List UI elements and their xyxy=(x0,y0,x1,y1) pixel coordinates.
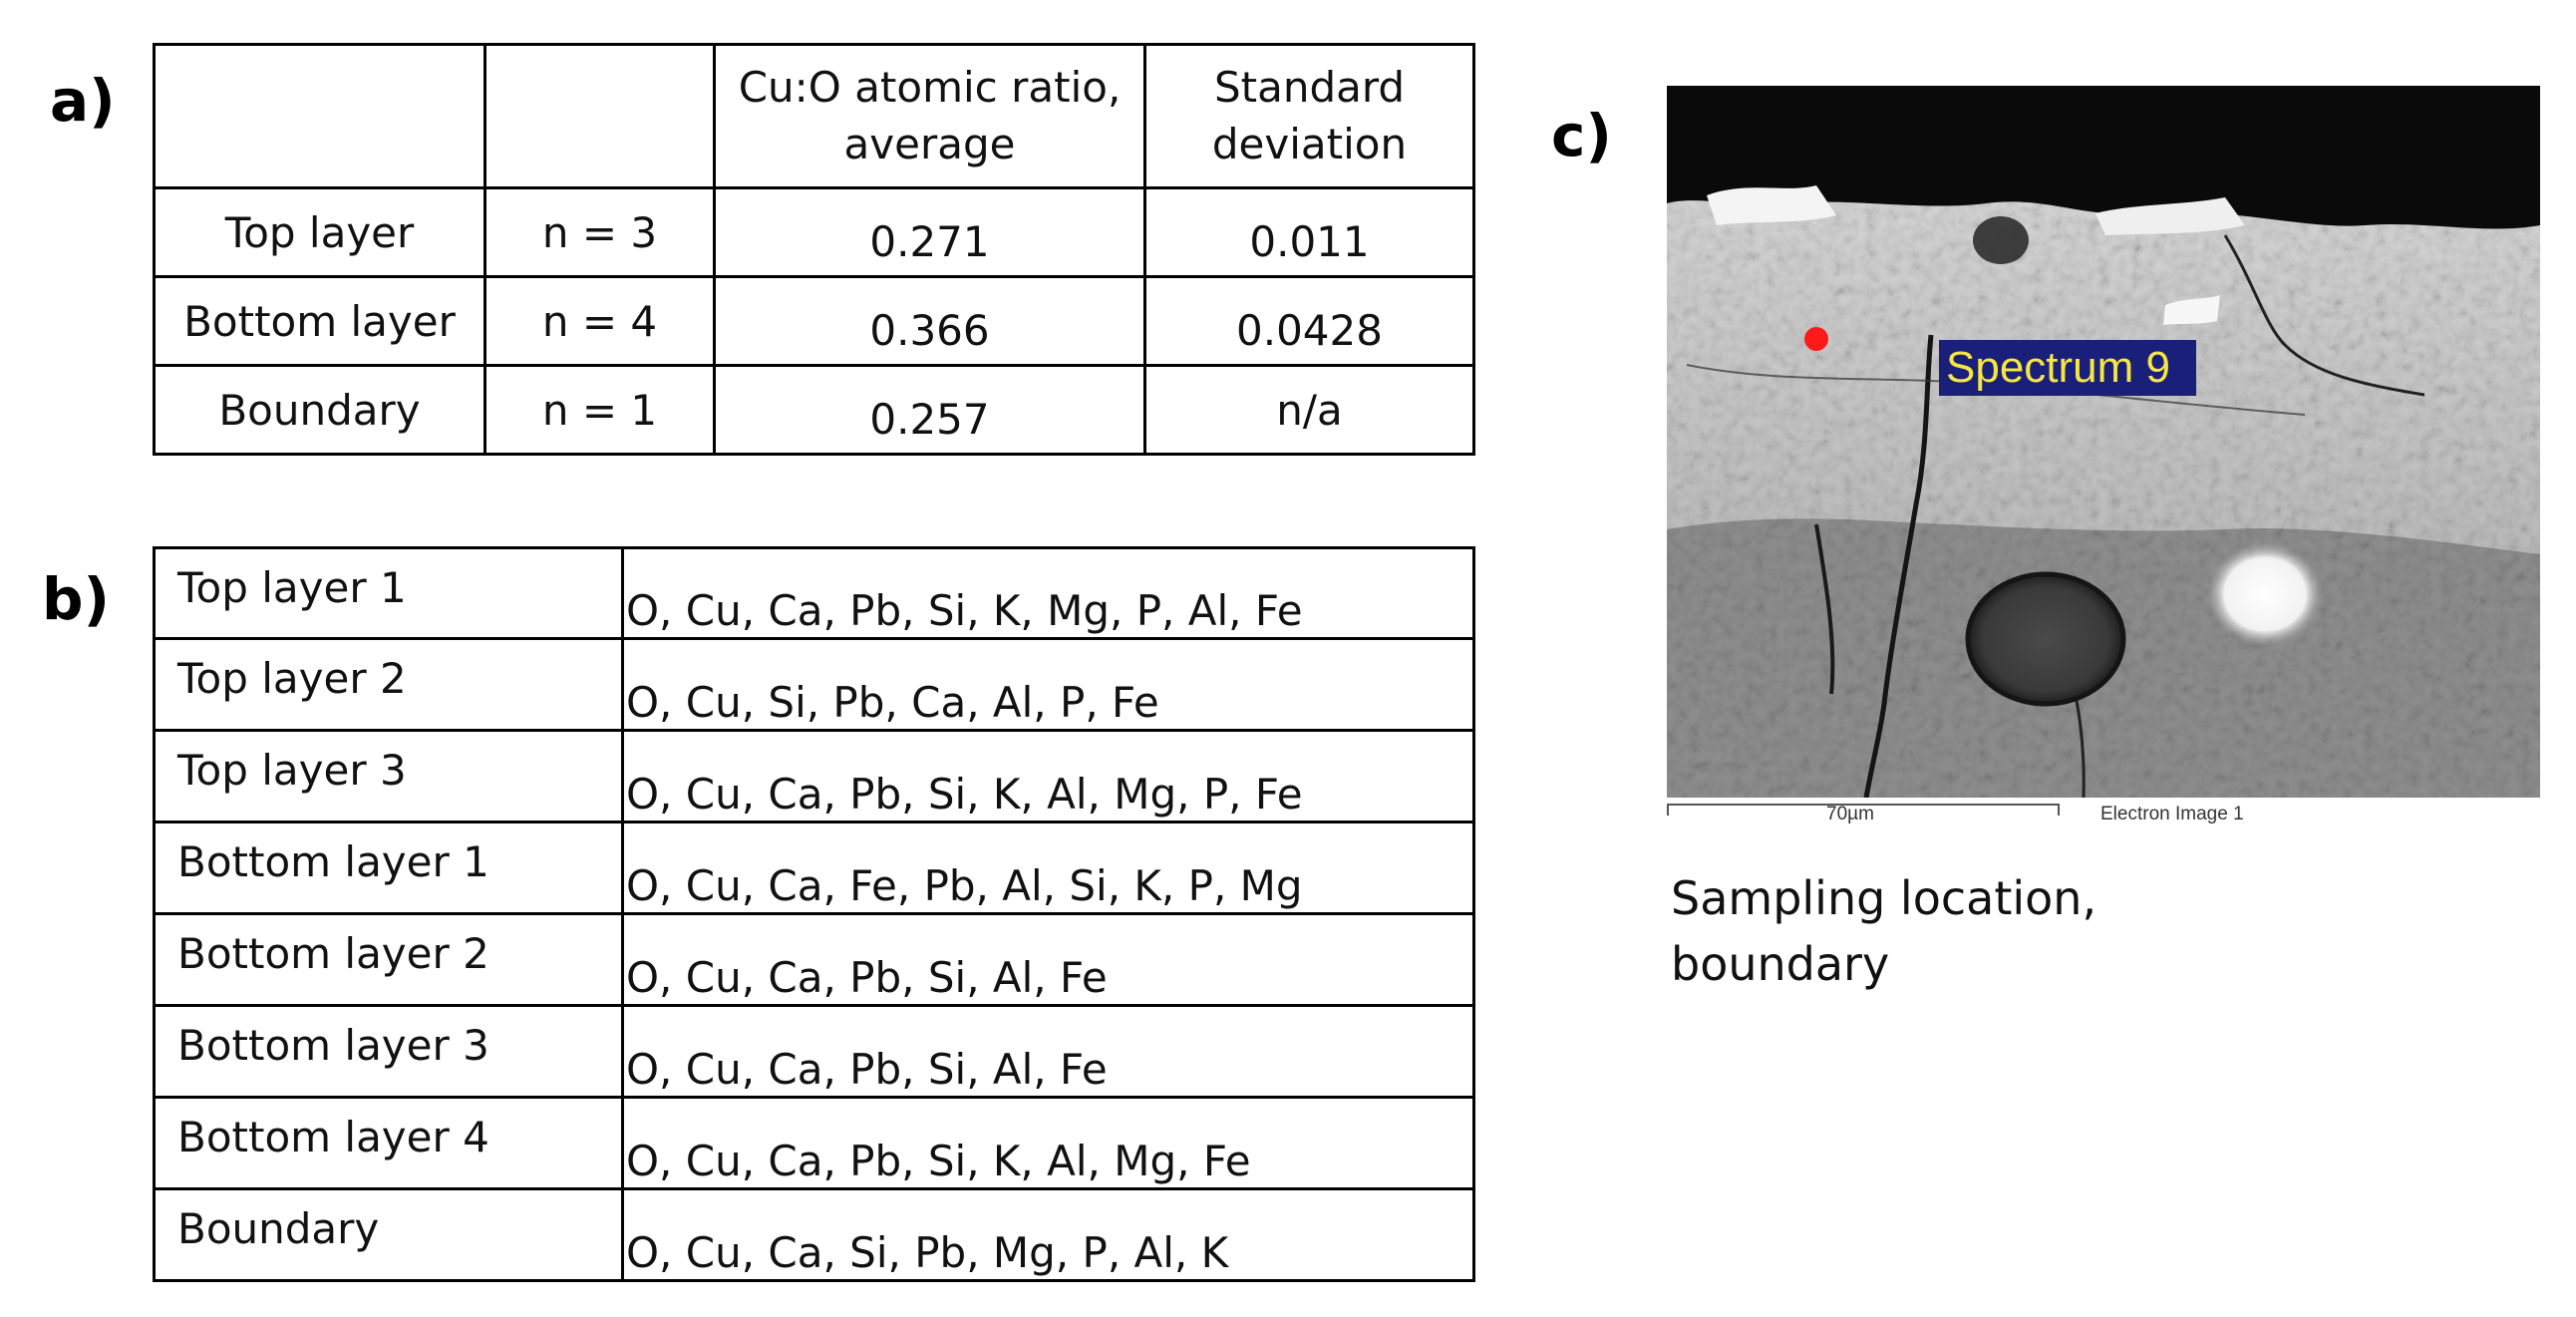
sample-name: Bottom layer 1 xyxy=(153,821,624,915)
row-ratio: 0.366 xyxy=(713,275,1146,367)
scale-bar-label: 70µm xyxy=(1826,804,1874,824)
row-n: n = 1 xyxy=(483,364,716,456)
table-row: Top layer n = 3 0.271 0.011 xyxy=(153,186,1475,278)
row-sd: n/a xyxy=(1143,364,1475,456)
row-ratio: 0.271 xyxy=(713,186,1146,278)
scale-bar xyxy=(1667,804,2060,816)
sample-name: Bottom layer 2 xyxy=(153,912,624,1007)
caption-line-2: boundary xyxy=(1671,937,1890,991)
table-row: Top layer 2 O, Cu, Si, Pb, Ca, Al, P, Fe xyxy=(153,637,1475,732)
spectrum-label: Spectrum 9 xyxy=(1946,343,2170,392)
row-layer: Bottom layer xyxy=(153,275,486,367)
spectrum-marker-icon xyxy=(1804,327,1828,351)
sample-elements: O, Cu, Ca, Pb, Si, K, Al, Mg, Fe xyxy=(621,1096,1475,1190)
elements-table: Top layer 1 O, Cu, Ca, Pb, Si, K, Mg, P,… xyxy=(153,546,1475,1282)
sample-elements: O, Cu, Ca, Fe, Pb, Al, Si, K, P, Mg xyxy=(621,821,1475,915)
sample-elements: O, Cu, Ca, Si, Pb, Mg, P, Al, K xyxy=(621,1187,1475,1282)
spectrum-label-bg xyxy=(1939,340,2196,396)
sample-name: Top layer 3 xyxy=(153,729,624,823)
electron-image-label: Electron Image 1 xyxy=(2100,804,2244,824)
table-a-header-sd: Standard deviation xyxy=(1143,43,1475,189)
table-a-header-row: Cu:O atomic ratio, average Standard devi… xyxy=(153,43,1475,189)
row-layer: Boundary xyxy=(153,364,486,456)
row-sd: 0.0428 xyxy=(1143,275,1475,367)
table-row: Boundary n = 1 0.257 n/a xyxy=(153,364,1475,456)
table-row: Bottom layer 1 O, Cu, Ca, Fe, Pb, Al, Si… xyxy=(153,821,1475,915)
row-ratio: 0.257 xyxy=(713,364,1146,456)
sample-name: Top layer 2 xyxy=(153,637,624,732)
sem-resin-top xyxy=(1667,86,2540,229)
sample-name: Top layer 1 xyxy=(153,546,624,640)
sample-name: Bottom layer 3 xyxy=(153,1004,624,1099)
sem-nodule xyxy=(1965,571,2126,707)
table-row: Top layer 1 O, Cu, Ca, Pb, Si, K, Mg, P,… xyxy=(153,546,1475,640)
sem-bright-spot xyxy=(2207,542,2323,646)
sample-elements: O, Cu, Ca, Pb, Si, K, Al, Mg, P, Fe xyxy=(621,729,1475,823)
sample-elements: O, Cu, Si, Pb, Ca, Al, P, Fe xyxy=(621,637,1475,732)
header-sd-line1: Standard xyxy=(1213,62,1406,112)
header-ratio-line1: Cu:O atomic ratio, xyxy=(738,62,1122,112)
panel-label-a: a) xyxy=(50,67,116,135)
caption-line-1: Sampling location, xyxy=(1671,871,2097,925)
table-row: Bottom layer 3 O, Cu, Ca, Pb, Si, Al, Fe xyxy=(153,1004,1475,1099)
header-ratio-line2: average xyxy=(843,119,1016,168)
table-a-header-empty-1 xyxy=(153,43,486,189)
sample-elements: O, Cu, Ca, Pb, Si, Al, Fe xyxy=(621,1004,1475,1099)
header-sd-line2: deviation xyxy=(1211,119,1408,168)
row-layer: Top layer xyxy=(153,186,486,278)
table-row: Bottom layer n = 4 0.366 0.0428 xyxy=(153,275,1475,367)
sem-micrograph: Spectrum 9 xyxy=(1667,86,2540,798)
table-a-header-empty-2 xyxy=(483,43,716,189)
cu-o-ratio-table: Cu:O atomic ratio, average Standard devi… xyxy=(153,43,1475,456)
sem-image-panel: Spectrum 9 70µm Electron Image 1 xyxy=(1667,86,2540,837)
panel-label-c: c) xyxy=(1551,102,1612,169)
sample-name: Bottom layer 4 xyxy=(153,1096,624,1190)
row-n: n = 3 xyxy=(483,186,716,278)
table-row: Bottom layer 2 O, Cu, Ca, Pb, Si, Al, Fe xyxy=(153,912,1475,1007)
table-row: Top layer 3 O, Cu, Ca, Pb, Si, K, Al, Mg… xyxy=(153,729,1475,823)
table-a-header-ratio: Cu:O atomic ratio, average xyxy=(713,43,1146,189)
table-row: Bottom layer 4 O, Cu, Ca, Pb, Si, K, Al,… xyxy=(153,1096,1475,1190)
panel-label-b: b) xyxy=(42,565,111,633)
sample-name: Boundary xyxy=(153,1187,624,1282)
row-n: n = 4 xyxy=(483,275,716,367)
row-sd: 0.011 xyxy=(1143,186,1475,278)
table-row: Boundary O, Cu, Ca, Si, Pb, Mg, P, Al, K xyxy=(153,1187,1475,1282)
sample-elements: O, Cu, Ca, Pb, Si, K, Mg, P, Al, Fe xyxy=(621,546,1475,640)
sample-elements: O, Cu, Ca, Pb, Si, Al, Fe xyxy=(621,912,1475,1007)
figure-caption: Sampling location, boundary xyxy=(1671,865,2269,997)
